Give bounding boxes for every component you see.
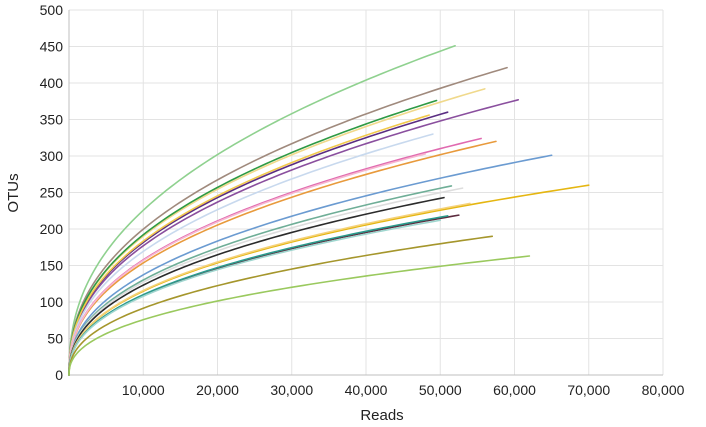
y-tick-label: 450	[40, 39, 64, 55]
series-line-15	[68, 187, 464, 376]
y-tick-label: 150	[40, 258, 64, 274]
series-line-7	[68, 114, 430, 376]
y-tick-label: 350	[40, 112, 64, 128]
y-axis-title: OTUs	[5, 173, 22, 212]
x-tick-label: 10,000	[122, 382, 165, 398]
series-line-17	[68, 202, 471, 376]
x-tick-label: 40,000	[345, 382, 388, 398]
series-line-11	[68, 154, 553, 376]
x-tick-label: 20,000	[196, 382, 239, 398]
series-line-16	[68, 196, 445, 376]
x-tick-label: 60,000	[493, 382, 536, 398]
series-line-8	[68, 133, 434, 376]
series-line-13	[68, 185, 453, 376]
series-line-18	[68, 214, 460, 376]
y-tick-label: 200	[40, 221, 64, 237]
series-line-22	[68, 255, 531, 376]
series-line-12	[68, 153, 427, 376]
x-tick-label: 80,000	[642, 382, 685, 398]
series-line-4	[68, 99, 438, 376]
axis-layer: 0 50 100 150 200 250 300 350 400 450 500 10,000 20,0…	[40, 2, 685, 398]
y-tick-label: 250	[40, 185, 64, 201]
series-line-5	[68, 98, 520, 376]
y-tick-label: 400	[40, 75, 64, 91]
series-line-2	[68, 66, 508, 376]
y-tick-label: 50	[47, 331, 63, 347]
series-line-9	[68, 137, 482, 376]
y-tick-label: 300	[40, 148, 64, 164]
grid-layer	[69, 9, 664, 375]
series-line-20	[68, 219, 442, 376]
y-tick-label: 500	[40, 2, 64, 18]
series-line-10	[68, 140, 497, 376]
y-tick-label: 0	[55, 367, 63, 383]
series-line-21	[68, 235, 494, 376]
series-line-1	[68, 44, 456, 376]
x-tick-label: 50,000	[419, 382, 462, 398]
series-layer	[68, 44, 590, 376]
x-tick-label: 70,000	[567, 382, 610, 398]
x-axis-title: Reads	[360, 407, 403, 424]
label-layer: Reads OTUs	[5, 173, 404, 424]
y-tick-label: 100	[40, 294, 64, 310]
x-tick-label: 30,000	[270, 382, 313, 398]
